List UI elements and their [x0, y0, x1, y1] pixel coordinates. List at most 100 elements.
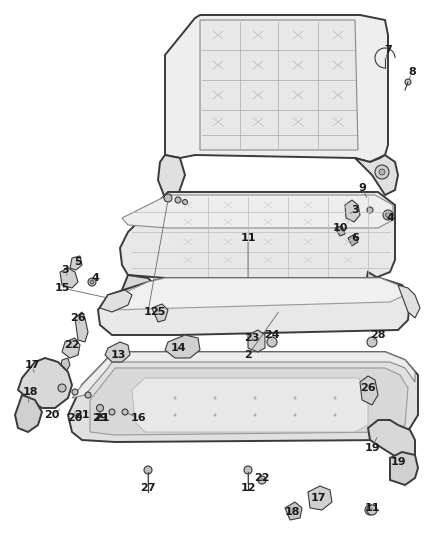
Polygon shape — [75, 312, 88, 342]
Circle shape — [375, 165, 389, 179]
Polygon shape — [15, 395, 42, 432]
Polygon shape — [248, 330, 265, 352]
Polygon shape — [98, 278, 410, 335]
Polygon shape — [362, 272, 385, 312]
Polygon shape — [345, 200, 360, 222]
Polygon shape — [108, 278, 405, 310]
Text: 3: 3 — [61, 265, 69, 275]
Text: 28: 28 — [370, 330, 386, 340]
Circle shape — [385, 213, 391, 217]
Circle shape — [90, 280, 94, 284]
Circle shape — [88, 278, 96, 286]
Text: 1: 1 — [144, 307, 152, 317]
Circle shape — [333, 414, 336, 416]
Circle shape — [379, 169, 385, 175]
Circle shape — [293, 397, 297, 400]
Text: 18: 18 — [22, 387, 38, 397]
Text: 4: 4 — [91, 273, 99, 283]
Polygon shape — [200, 20, 358, 150]
Polygon shape — [100, 290, 132, 312]
Polygon shape — [18, 358, 72, 408]
Text: 9: 9 — [358, 183, 366, 193]
Polygon shape — [390, 452, 418, 485]
Text: 15: 15 — [54, 283, 70, 293]
Text: 26: 26 — [70, 313, 86, 323]
Polygon shape — [70, 256, 82, 270]
Polygon shape — [360, 376, 378, 405]
Circle shape — [244, 466, 252, 474]
Text: 11: 11 — [240, 233, 256, 243]
Circle shape — [164, 194, 172, 202]
Polygon shape — [120, 192, 395, 278]
Polygon shape — [62, 338, 80, 358]
Circle shape — [96, 405, 103, 411]
Text: 12: 12 — [240, 483, 256, 493]
Text: 22: 22 — [254, 473, 270, 483]
Text: 17: 17 — [24, 360, 40, 370]
Circle shape — [254, 414, 257, 416]
Text: 6: 6 — [351, 233, 359, 243]
Text: 18: 18 — [284, 507, 300, 517]
Text: 8: 8 — [408, 67, 416, 77]
Text: 7: 7 — [384, 45, 392, 55]
Text: 22: 22 — [64, 340, 80, 350]
Polygon shape — [238, 278, 258, 300]
Circle shape — [122, 409, 128, 415]
Polygon shape — [152, 304, 168, 322]
Circle shape — [258, 476, 266, 484]
Text: 5: 5 — [74, 257, 82, 267]
Polygon shape — [60, 268, 78, 288]
Text: 14: 14 — [170, 343, 186, 353]
Text: 4: 4 — [386, 213, 394, 223]
Circle shape — [173, 414, 177, 416]
Text: 21: 21 — [74, 410, 90, 420]
Text: 3: 3 — [351, 205, 359, 215]
Circle shape — [367, 505, 377, 515]
Text: 10: 10 — [332, 223, 348, 233]
Polygon shape — [348, 234, 358, 246]
Text: 27: 27 — [140, 483, 156, 493]
Circle shape — [47, 360, 57, 370]
Polygon shape — [355, 155, 398, 195]
Text: 24: 24 — [264, 330, 280, 340]
Circle shape — [58, 384, 66, 392]
Circle shape — [213, 397, 216, 400]
Polygon shape — [368, 420, 415, 462]
Polygon shape — [122, 195, 393, 228]
Text: 25: 25 — [150, 307, 166, 317]
Polygon shape — [60, 358, 70, 372]
Circle shape — [183, 199, 187, 205]
Polygon shape — [285, 502, 302, 520]
Circle shape — [367, 207, 373, 213]
Circle shape — [333, 397, 336, 400]
Circle shape — [405, 79, 411, 85]
Circle shape — [365, 505, 375, 515]
Circle shape — [213, 414, 216, 416]
Polygon shape — [68, 352, 418, 442]
Polygon shape — [132, 378, 368, 432]
Text: 11: 11 — [364, 503, 380, 513]
Circle shape — [138, 288, 146, 296]
Circle shape — [175, 197, 181, 203]
Circle shape — [367, 337, 377, 347]
Circle shape — [383, 210, 393, 220]
Polygon shape — [90, 368, 408, 435]
Circle shape — [144, 466, 152, 474]
Polygon shape — [308, 486, 332, 510]
Circle shape — [293, 414, 297, 416]
Text: 21: 21 — [94, 413, 110, 423]
Circle shape — [173, 397, 177, 400]
Text: 17: 17 — [310, 493, 326, 503]
Polygon shape — [72, 352, 415, 398]
Polygon shape — [105, 342, 130, 362]
Text: 19: 19 — [390, 457, 406, 467]
Polygon shape — [335, 226, 345, 236]
Text: 19: 19 — [364, 443, 380, 453]
Circle shape — [267, 337, 277, 347]
Text: 16: 16 — [130, 413, 146, 423]
Text: 26: 26 — [360, 383, 376, 393]
Circle shape — [368, 508, 372, 512]
Polygon shape — [165, 335, 200, 358]
Text: 29: 29 — [92, 413, 108, 423]
Circle shape — [244, 298, 252, 306]
